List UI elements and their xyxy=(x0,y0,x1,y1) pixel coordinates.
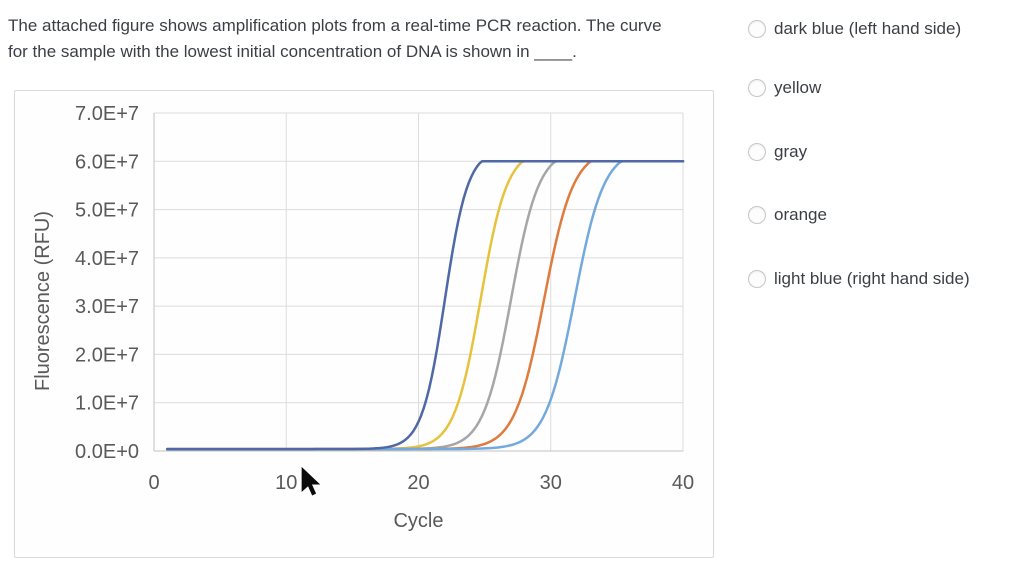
radio-button-icon[interactable] xyxy=(748,20,766,38)
radio-button-icon[interactable] xyxy=(748,270,766,288)
question-text: The attached figure shows amplification … xyxy=(8,13,748,65)
x-axis-title: Cycle xyxy=(393,510,443,532)
question-line-2: for the sample with the lowest initial c… xyxy=(8,42,577,61)
radio-option-yellow[interactable]: yellow xyxy=(748,78,821,98)
radio-option-orange[interactable]: orange xyxy=(748,205,827,225)
y-axis-tick-label: 0.0E+0 xyxy=(75,441,139,463)
series-curve-dark xyxy=(165,160,685,451)
x-axis-tick-label: 30 xyxy=(540,472,562,494)
x-axis-tick-label: 10 xyxy=(275,472,297,494)
radio-option-gray[interactable]: gray xyxy=(748,142,807,162)
y-axis-tick-label: 7.0E+7 xyxy=(75,103,139,125)
option-label: yellow xyxy=(774,78,822,97)
y-axis-tick-label: 1.0E+7 xyxy=(75,393,139,415)
option-label: light blue (right hand side) xyxy=(774,269,970,288)
x-axis-tick-label: 0 xyxy=(148,472,159,494)
y-axis-tick-label: 4.0E+7 xyxy=(75,248,139,270)
radio-button-icon[interactable] xyxy=(748,206,766,224)
pcr-amplification-chart: 0.0E+0 1.0E+7 2.0E+7 3.0E+7 4.0E+7 5.0E+7 6.0E… xyxy=(32,103,694,532)
y-axis-tick-label: 5.0E+7 xyxy=(75,200,139,222)
y-axis-title: Fluorescence (RFU) xyxy=(32,211,54,391)
chart-panel: 0.0E+0 1.0E+7 2.0E+7 3.0E+7 4.0E+7 5.0E+7 6.0E… xyxy=(14,90,714,558)
radio-option-dark-blue[interactable]: dark blue (left hand side) xyxy=(748,19,961,39)
option-label: dark blue (left hand side) xyxy=(774,19,962,38)
y-axis-tick-label: 2.0E+7 xyxy=(75,344,139,366)
y-axis-tick-label: 6.0E+7 xyxy=(75,151,139,173)
radio-button-icon[interactable] xyxy=(748,143,766,161)
x-axis-tick-label: 20 xyxy=(407,472,429,494)
radio-button-icon[interactable] xyxy=(748,79,766,97)
x-axis-tick-label: 40 xyxy=(672,472,694,494)
radio-option-light-blue[interactable]: light blue (right hand side) xyxy=(748,269,970,289)
option-label: orange xyxy=(774,205,827,224)
option-label: gray xyxy=(774,142,808,161)
question-line-1: The attached figure shows amplification … xyxy=(8,16,662,35)
y-axis-tick-label: 3.0E+7 xyxy=(75,296,139,318)
